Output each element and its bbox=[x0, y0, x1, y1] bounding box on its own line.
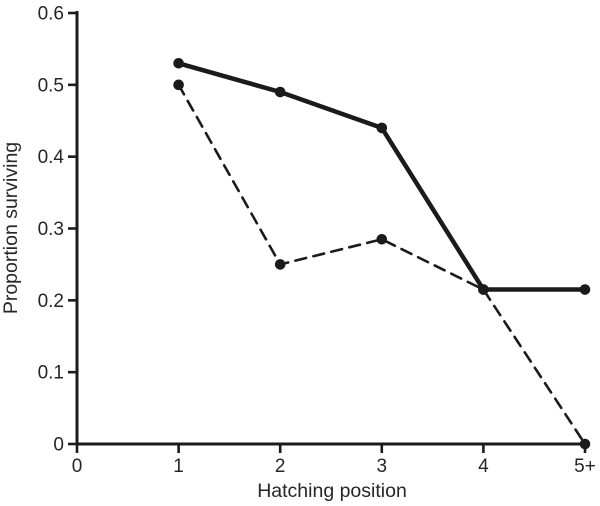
x-tick-label: 0 bbox=[72, 456, 83, 477]
dashed-line-series-marker bbox=[274, 259, 286, 270]
solid-line-series-marker bbox=[478, 284, 489, 295]
solid-line-series-marker bbox=[376, 122, 388, 134]
dashed-line-series-marker bbox=[173, 79, 184, 91]
x-tick-label: 5+ bbox=[574, 456, 596, 477]
solid-line-series-path bbox=[176, 61, 588, 292]
y-tick-label: 0.3 bbox=[38, 219, 64, 240]
chart-plot-area: 0 1 2 3 4 5+ 0 0.1 0.2 0.3 0.4 0.5 0.6 bbox=[38, 4, 596, 478]
dashed-line-series-marker bbox=[376, 233, 388, 245]
y-tick-label: 0.1 bbox=[38, 363, 64, 384]
x-tick-label: 2 bbox=[275, 456, 286, 477]
dashed-line-series-path bbox=[177, 83, 587, 446]
x-tick-label: 3 bbox=[377, 456, 388, 477]
solid-line-series-marker bbox=[274, 86, 286, 98]
y-tick-label: 0.5 bbox=[38, 75, 64, 96]
y-tick-label: 0 bbox=[53, 435, 64, 456]
solid-line-series-marker bbox=[173, 57, 184, 69]
y-tick-label: 0.4 bbox=[38, 147, 65, 168]
x-axis-title: Hatching position bbox=[257, 480, 407, 502]
y-tick-label: 0.6 bbox=[38, 4, 64, 25]
solid-line-series-marker bbox=[579, 284, 591, 295]
y-axis-title: Proportion surviving bbox=[0, 142, 22, 314]
dashed-line-series-marker bbox=[579, 438, 591, 450]
y-tick-label: 0.2 bbox=[38, 291, 64, 312]
x-tick-label: 1 bbox=[173, 456, 184, 477]
x-tick-label: 4 bbox=[478, 456, 489, 477]
